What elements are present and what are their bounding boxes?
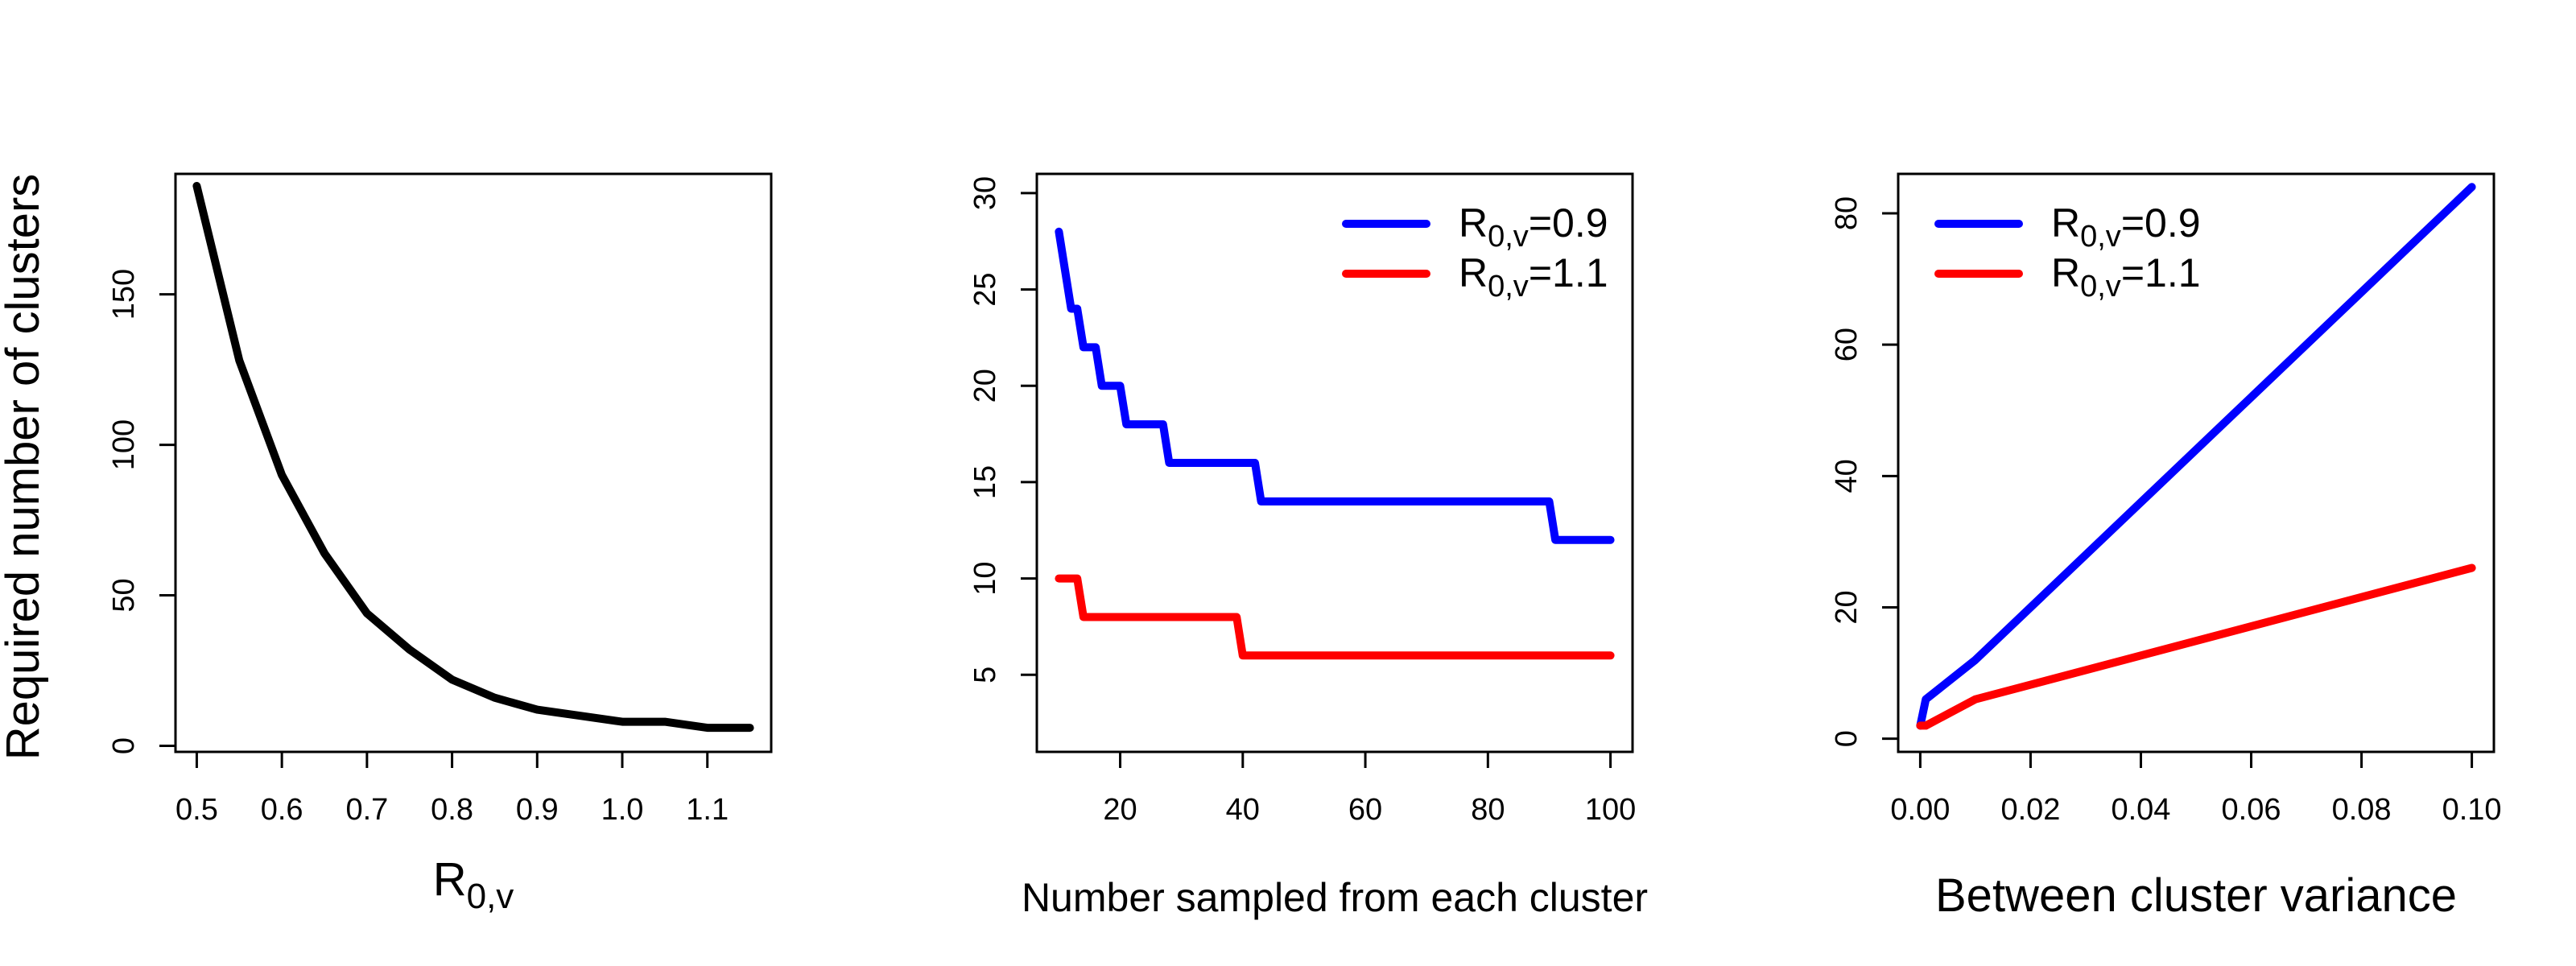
chart-panel-2: 20 40 60 80 100 5 10 15 20 25 30 Number sampled fro… <box>968 172 1648 920</box>
series-line-1 <box>192 182 754 733</box>
y-tick-label: 80 <box>1830 196 1864 230</box>
shared-y-axis-title: Required number of clusters <box>0 174 49 761</box>
x-axis-title: Number sampled from each cluster <box>1022 875 1648 920</box>
x-tick-label: 0.04 <box>2111 793 2170 827</box>
y-tick-label: 15 <box>968 465 1002 499</box>
y-tick-label: 100 <box>107 419 141 470</box>
x-axis-title: Between cluster variance <box>1935 869 2457 922</box>
series-line-2 <box>1916 564 2476 730</box>
x-tick-label: 0.9 <box>516 793 559 827</box>
legend-label-2: R0,v=1.1 <box>1459 250 1608 303</box>
x-tick-label: 0.02 <box>2000 793 2060 827</box>
y-tick-label: 30 <box>968 176 1002 210</box>
y-tick-label: 10 <box>968 561 1002 595</box>
x-tick-label: 60 <box>1348 793 1382 827</box>
y-tick-label: 20 <box>968 369 1002 402</box>
legend-label-1: R0,v=0.9 <box>2051 200 2201 254</box>
x-tick-label: 1.1 <box>686 793 729 827</box>
x-tick-label: 0.5 <box>175 793 218 827</box>
x-tick-label: 80 <box>1471 793 1505 827</box>
y-tick-label: 5 <box>968 667 1002 683</box>
y-tick-label: 20 <box>1830 590 1864 624</box>
legend-label-1: R0,v=0.9 <box>1459 200 1608 254</box>
series-line-2 <box>1055 574 1615 660</box>
x-tick-label: 0.6 <box>261 793 303 827</box>
plot-frame <box>174 172 773 753</box>
x-tick-label: 0.7 <box>345 793 388 827</box>
y-tick-label: 60 <box>1830 328 1864 361</box>
x-tick-label: 0.00 <box>1890 793 1950 827</box>
x-tick-label: 0.08 <box>2332 793 2392 827</box>
y-tick-label: 40 <box>1830 459 1864 493</box>
x-tick-label: 1.0 <box>601 793 644 827</box>
y-tick-label: 150 <box>107 269 141 320</box>
legend: R0,v=0.9R0,v=1.1 <box>1342 200 1608 303</box>
chart-panel-1: 0.5 0.6 0.7 0.8 0.9 1.0 1.1 0 50 100 150 R0,v <box>107 172 773 916</box>
x-tick-label: 20 <box>1103 793 1137 827</box>
x-tick-label: 0.8 <box>431 793 473 827</box>
y-tick-label: 0 <box>107 737 141 754</box>
chart-panel-3: 0.00 0.02 0.04 0.06 0.08 0.10 0 20 40 60 80 Between… <box>1830 172 2502 922</box>
x-tick-label: 0.10 <box>2442 793 2502 827</box>
x-tick-label: 100 <box>1585 793 1636 827</box>
y-tick-label: 50 <box>107 578 141 612</box>
legend-label-2: R0,v=1.1 <box>2051 250 2201 303</box>
y-tick-label: 0 <box>1830 730 1864 747</box>
y-tick-label: 25 <box>968 272 1002 306</box>
x-tick-label: 40 <box>1226 793 1260 827</box>
x-tick-label: 0.06 <box>2222 793 2281 827</box>
series-line-1 <box>1916 183 2476 730</box>
series-line-1 <box>1055 227 1615 544</box>
x-axis-title: R0,v <box>433 853 514 916</box>
legend: R0,v=0.9R0,v=1.1 <box>1934 200 2201 303</box>
